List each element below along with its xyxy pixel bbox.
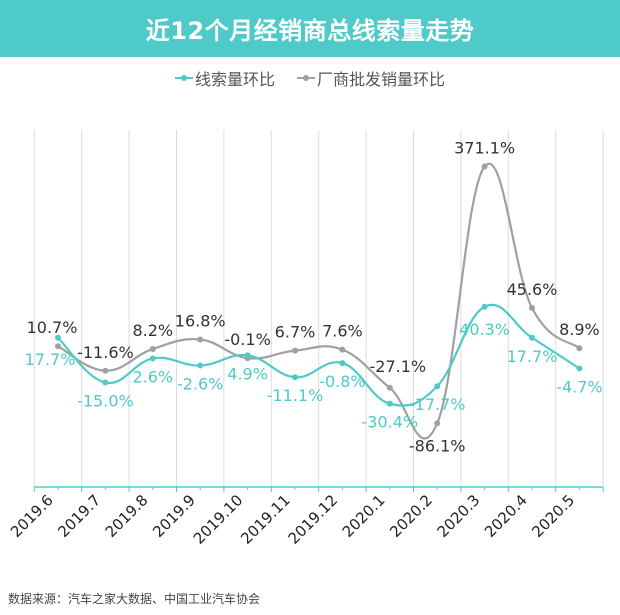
series-line-wholesale [57, 162, 581, 440]
data-label-leads: -0.8% [319, 372, 365, 391]
data-label-wholesale: -11.6% [77, 343, 134, 362]
line-chart: 2019.62019.72019.82019.92019.102019.1120… [7, 130, 604, 548]
x-tick-label: 2019.11 [237, 491, 294, 548]
data-point-wholesale [292, 347, 298, 354]
data-point-wholesale [197, 336, 204, 343]
x-tick-label: 2019.8 [102, 491, 152, 541]
legend-label-leads: 线索量环比 [194, 70, 275, 89]
data-point-wholesale [576, 345, 583, 352]
legend: 线索量环比 厂商批发销量环比 [0, 66, 620, 90]
legend-label-wholesale: 厂商批发销量环比 [317, 70, 446, 89]
x-tick-label: 2019.12 [285, 491, 342, 548]
data-label-leads: 40.3% [459, 320, 510, 339]
data-label-wholesale: -86.1% [409, 436, 466, 455]
series-line-leads [57, 303, 580, 407]
x-tick-label: 2019.10 [190, 491, 247, 548]
data-label-wholesale: 10.7% [27, 318, 78, 337]
data-label-leads: -11.1% [267, 386, 324, 405]
chart-title: 近12个月经销商总线索量走势 [145, 17, 475, 45]
data-point-wholesale [386, 384, 393, 391]
legend-item-leads: 线索量环比 [174, 66, 275, 90]
data-point-leads [292, 374, 298, 381]
x-tick-label: 2020.1 [339, 491, 389, 541]
data-source: 数据来源：汽车之家大数据、中国工业汽车协会 [8, 592, 261, 606]
x-tick-label: 2020.4 [481, 491, 531, 541]
data-label-wholesale: 7.6% [322, 322, 363, 341]
data-point-leads [55, 334, 61, 341]
x-tick-label: 2020.3 [434, 491, 484, 541]
data-label-leads: -17.7% [409, 395, 466, 414]
data-label-leads: -30.4% [361, 413, 418, 432]
data-label-leads: 2.6% [132, 367, 173, 386]
data-point-leads [244, 352, 251, 359]
data-label-wholesale: -27.1% [369, 357, 426, 376]
x-tick-label: 2020.2 [386, 491, 436, 541]
data-point-leads [102, 379, 109, 386]
data-point-wholesale [434, 420, 441, 427]
data-point-wholesale [339, 346, 346, 353]
data-label-wholesale: 8.9% [559, 320, 600, 339]
data-point-leads [434, 383, 441, 390]
data-point-leads [197, 362, 204, 369]
data-point-wholesale [149, 345, 156, 352]
x-tick-label: 2020.5 [528, 491, 578, 541]
data-label-leads: 4.9% [227, 364, 268, 383]
chart-header: 近12个月经销商总线索量走势 [0, 0, 620, 57]
data-point-wholesale [102, 367, 109, 374]
data-label-wholesale: -0.1% [224, 330, 270, 349]
x-tick-label: 2019.6 [7, 491, 57, 541]
x-tick-label: 2019.7 [54, 491, 104, 541]
data-label-leads: -2.6% [177, 375, 223, 394]
legend-swatch-wholesale [297, 75, 315, 81]
data-point-leads [529, 334, 535, 341]
data-label-wholesale: 371.1% [454, 139, 515, 158]
data-point-leads [481, 303, 488, 310]
legend-item-wholesale: 厂商批发销量环比 [297, 66, 445, 90]
data-point-leads [386, 400, 393, 407]
data-point-leads [576, 365, 583, 372]
data-label-wholesale: 16.8% [175, 312, 226, 331]
data-label-leads: -4.7% [556, 377, 602, 396]
data-point-leads [339, 360, 346, 367]
data-label-leads: 17.7% [507, 347, 558, 366]
data-label-wholesale: 6.7% [275, 323, 316, 342]
data-label-wholesale: 8.2% [132, 321, 173, 340]
data-label-leads: 17.7% [25, 350, 76, 369]
data-point-wholesale [529, 304, 535, 311]
data-label-wholesale: 45.6% [507, 280, 558, 299]
legend-swatch-leads [174, 75, 193, 81]
data-point-leads [149, 355, 156, 362]
data-label-leads: -15.0% [77, 392, 134, 411]
data-point-wholesale [481, 163, 488, 170]
data-point-wholesale [55, 343, 61, 350]
